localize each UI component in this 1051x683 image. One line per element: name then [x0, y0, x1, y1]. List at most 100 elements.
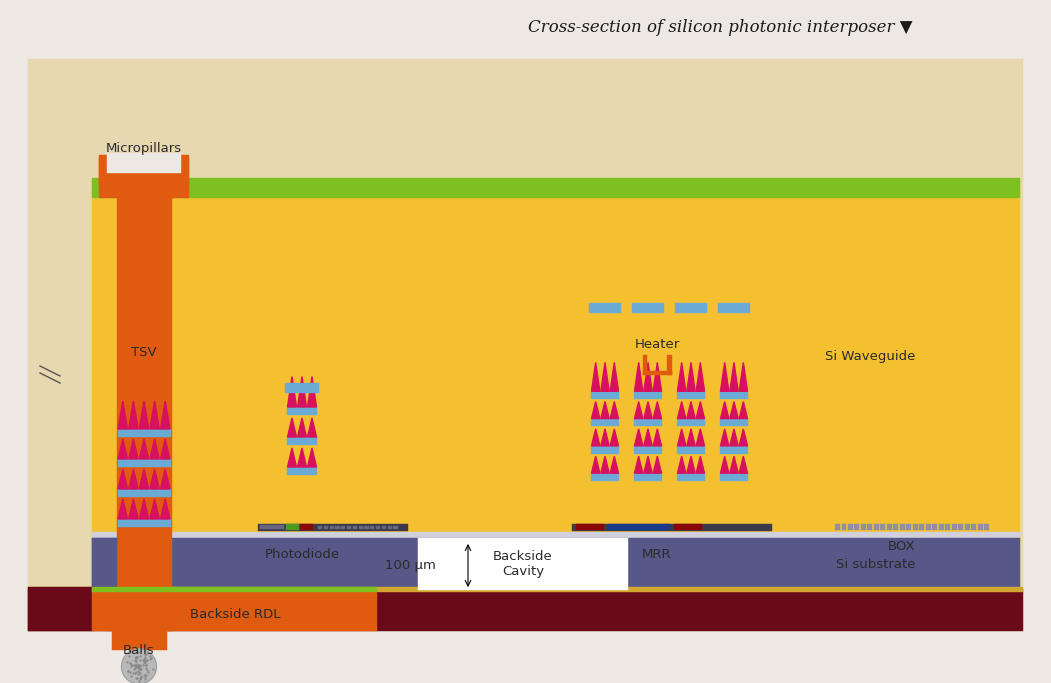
Bar — [347, 526, 351, 529]
Bar — [677, 473, 705, 481]
Bar — [667, 355, 672, 375]
Bar — [382, 526, 386, 529]
Bar — [946, 524, 950, 529]
Polygon shape — [122, 649, 157, 683]
Polygon shape — [678, 402, 686, 419]
Text: Micropillars: Micropillars — [106, 142, 182, 155]
Bar — [118, 489, 170, 497]
Polygon shape — [686, 363, 695, 391]
Bar — [900, 524, 905, 529]
Bar — [353, 526, 357, 529]
Polygon shape — [635, 402, 643, 419]
Text: MRR: MRR — [642, 548, 672, 561]
Polygon shape — [118, 499, 127, 519]
Polygon shape — [739, 363, 747, 391]
Polygon shape — [118, 469, 127, 489]
Bar — [92, 590, 377, 631]
Bar — [92, 587, 377, 592]
Polygon shape — [161, 439, 170, 459]
Bar — [834, 524, 840, 529]
Bar — [286, 524, 298, 529]
Polygon shape — [686, 429, 695, 446]
Bar — [907, 524, 911, 529]
Text: Cross-section of silicon photonic interposer ▼: Cross-section of silicon photonic interp… — [528, 20, 912, 36]
Bar — [591, 446, 619, 454]
Polygon shape — [721, 429, 728, 446]
Polygon shape — [128, 439, 138, 459]
Bar — [118, 519, 170, 527]
Polygon shape — [696, 429, 704, 446]
Polygon shape — [308, 376, 316, 407]
Bar — [952, 524, 956, 529]
Polygon shape — [592, 402, 600, 419]
Bar — [342, 526, 346, 529]
Polygon shape — [139, 499, 149, 519]
Bar — [720, 391, 748, 399]
Polygon shape — [128, 499, 138, 519]
Bar — [720, 446, 748, 454]
Polygon shape — [601, 363, 610, 391]
Bar — [118, 429, 170, 437]
Bar — [99, 158, 189, 198]
Text: Backside RDL: Backside RDL — [190, 607, 281, 620]
Polygon shape — [601, 429, 610, 446]
Text: Si Waveguide: Si Waveguide — [825, 350, 915, 363]
Bar — [591, 419, 619, 426]
Bar — [861, 524, 866, 529]
Bar — [105, 589, 170, 631]
Polygon shape — [696, 402, 704, 419]
Polygon shape — [635, 429, 643, 446]
Bar — [848, 524, 852, 529]
Polygon shape — [686, 456, 695, 473]
Bar — [370, 526, 374, 529]
Bar — [718, 303, 750, 313]
Bar — [985, 524, 989, 529]
Polygon shape — [729, 429, 738, 446]
Polygon shape — [288, 376, 296, 407]
Bar — [971, 524, 976, 529]
Polygon shape — [308, 448, 316, 467]
Polygon shape — [696, 456, 704, 473]
Bar — [893, 524, 899, 529]
Bar — [365, 526, 369, 529]
Bar — [634, 391, 662, 399]
Polygon shape — [739, 402, 747, 419]
Polygon shape — [611, 456, 619, 473]
Text: TSV: TSV — [131, 346, 157, 359]
Bar — [393, 526, 397, 529]
Polygon shape — [678, 363, 686, 391]
Polygon shape — [611, 402, 619, 419]
Polygon shape — [678, 429, 686, 446]
Polygon shape — [118, 401, 127, 429]
Bar — [28, 59, 1023, 631]
Polygon shape — [721, 363, 728, 391]
Bar — [287, 437, 317, 445]
Bar — [887, 524, 892, 529]
Bar — [335, 526, 339, 529]
Bar — [112, 628, 167, 650]
Bar — [92, 178, 1021, 198]
Bar — [854, 524, 860, 529]
Polygon shape — [139, 439, 149, 459]
Polygon shape — [592, 456, 600, 473]
Bar — [287, 407, 317, 415]
Polygon shape — [611, 429, 619, 446]
Bar — [920, 524, 924, 529]
Polygon shape — [653, 402, 661, 419]
Bar — [642, 355, 647, 375]
Polygon shape — [288, 448, 296, 467]
Polygon shape — [150, 499, 160, 519]
Bar — [572, 524, 772, 531]
Polygon shape — [297, 448, 307, 467]
Bar — [881, 524, 885, 529]
Bar — [28, 587, 1023, 592]
Bar — [675, 303, 707, 313]
Polygon shape — [150, 439, 160, 459]
Bar — [28, 587, 92, 631]
Bar — [318, 526, 323, 529]
Bar — [576, 524, 604, 529]
Bar — [418, 538, 628, 590]
Polygon shape — [139, 401, 149, 429]
Polygon shape — [644, 402, 653, 419]
Bar — [28, 589, 1023, 631]
